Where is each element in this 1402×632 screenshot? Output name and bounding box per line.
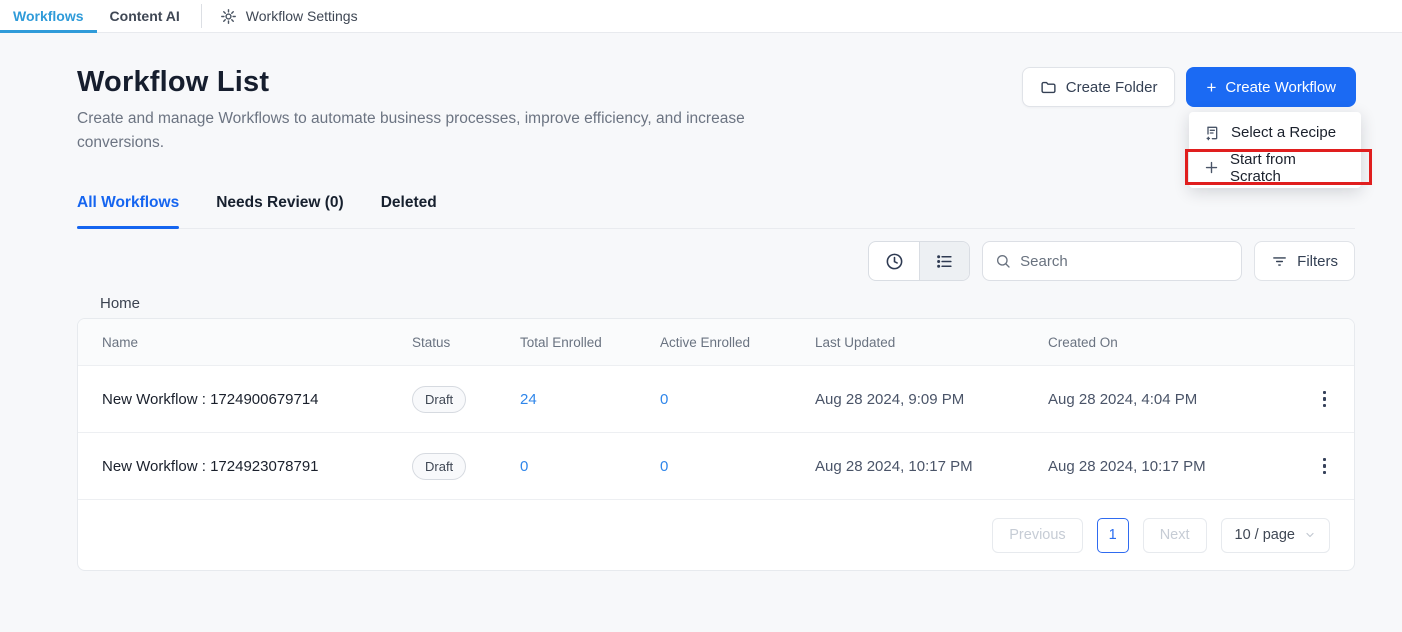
- chevron-down-icon: [1304, 529, 1316, 541]
- tab-needs-review[interactable]: Needs Review (0): [216, 194, 344, 228]
- create-workflow-button[interactable]: + Create Workflow: [1186, 67, 1356, 107]
- page-size-value: 10 / page: [1234, 527, 1295, 543]
- nav-tab-content-ai[interactable]: Content AI: [97, 0, 193, 32]
- search-input[interactable]: [1020, 252, 1230, 270]
- history-view-button[interactable]: [869, 242, 919, 280]
- workflow-name-link[interactable]: New Workflow : 1724923078791: [102, 457, 319, 475]
- search-box: [982, 241, 1243, 281]
- table-row: New Workflow : 1724900679714 Draft 24 0 …: [78, 365, 1354, 432]
- nav-tab-content-ai-label: Content AI: [109, 8, 180, 24]
- column-header-total-enrolled: Total Enrolled: [520, 334, 602, 350]
- menu-item-start-from-scratch[interactable]: Start from Scratch: [1185, 149, 1372, 185]
- list-view-button[interactable]: [919, 242, 970, 280]
- page-number-button[interactable]: 1: [1096, 517, 1129, 553]
- list-icon: [935, 252, 954, 271]
- tab-deleted[interactable]: Deleted: [381, 194, 437, 228]
- status-badge: Draft: [412, 452, 467, 480]
- menu-item-select-a-recipe-label: Select a Recipe: [1231, 124, 1337, 141]
- tab-deleted-label: Deleted: [380, 194, 437, 211]
- total-enrolled-link[interactable]: 24: [520, 390, 537, 408]
- folder-icon: [1040, 79, 1057, 96]
- header-actions: Create Folder + Create Workflow: [1021, 67, 1356, 107]
- column-header-last-updated: Last Updated: [815, 334, 896, 350]
- nav-divider: [200, 4, 202, 28]
- filters-button[interactable]: Filters: [1254, 241, 1355, 281]
- table-header-row: Name Status Total Enrolled Active Enroll…: [78, 319, 1354, 365]
- list-toolbar: Filters: [868, 241, 1355, 281]
- plus-icon: +: [1206, 77, 1217, 97]
- table-row: New Workflow : 1724923078791 Draft 0 0 A…: [78, 432, 1354, 499]
- tab-needs-review-label: Needs Review (0): [216, 194, 344, 211]
- row-actions-kebab-icon[interactable]: [1319, 387, 1331, 412]
- page-title: Workflow List: [77, 66, 270, 98]
- nav-workflow-settings-label: Workflow Settings: [245, 8, 358, 24]
- active-enrolled-link[interactable]: 0: [660, 390, 669, 408]
- next-page-button[interactable]: Next: [1142, 517, 1207, 553]
- page-size-select[interactable]: 10 / page: [1220, 517, 1330, 553]
- top-nav: Workflows Content AI Workflow Settings: [0, 0, 1402, 33]
- workflow-name-link[interactable]: New Workflow : 1724900679714: [102, 390, 319, 408]
- row-actions-kebab-icon[interactable]: [1319, 454, 1331, 479]
- column-header-created-on: Created On: [1048, 334, 1118, 350]
- column-header-active-enrolled: Active Enrolled: [660, 334, 751, 350]
- column-header-name: Name: [102, 334, 139, 350]
- create-folder-button[interactable]: Create Folder: [1021, 67, 1176, 107]
- clock-icon: [885, 252, 904, 271]
- view-toggle-group: [868, 241, 971, 281]
- tab-all-workflows[interactable]: All Workflows: [77, 194, 180, 229]
- created-on-value: Aug 28 2024, 4:04 PM: [1048, 390, 1198, 408]
- workflow-table: Name Status Total Enrolled Active Enroll…: [77, 318, 1355, 571]
- nav-tab-workflows-label: Workflows: [13, 8, 84, 24]
- gear-icon: [220, 8, 237, 25]
- created-on-value: Aug 28 2024, 10:17 PM: [1048, 457, 1206, 475]
- page-description: Create and manage Workflows to automate …: [77, 110, 745, 151]
- filter-lines-icon: [1271, 253, 1288, 270]
- create-workflow-menu: Select a Recipe Start from Scratch: [1185, 112, 1372, 188]
- menu-item-select-a-recipe[interactable]: Select a Recipe: [1189, 115, 1361, 150]
- previous-page-button[interactable]: Previous: [992, 517, 1083, 553]
- recipe-icon: [1204, 125, 1220, 141]
- column-header-status: Status: [412, 334, 451, 350]
- tab-all-workflows-label: All Workflows: [77, 194, 180, 211]
- create-folder-label: Create Folder: [1065, 78, 1158, 96]
- plus-icon: [1204, 160, 1219, 175]
- workflow-list-tabs: All Workflows Needs Review (0) Deleted: [77, 194, 1355, 229]
- nav-tab-workflows[interactable]: Workflows: [0, 0, 97, 33]
- filters-label: Filters: [1297, 252, 1338, 270]
- nav-workflow-settings[interactable]: Workflow Settings: [210, 0, 368, 32]
- status-badge: Draft: [412, 385, 467, 413]
- active-enrolled-link[interactable]: 0: [660, 457, 669, 475]
- search-icon: [995, 253, 1011, 269]
- breadcrumb[interactable]: Home: [100, 295, 141, 312]
- total-enrolled-link[interactable]: 0: [520, 457, 529, 475]
- last-updated-value: Aug 28 2024, 9:09 PM: [815, 390, 965, 408]
- create-workflow-label: Create Workflow: [1225, 78, 1336, 96]
- pagination: Previous 1 Next 10 / page: [78, 499, 1354, 570]
- last-updated-value: Aug 28 2024, 10:17 PM: [815, 457, 973, 475]
- menu-item-start-from-scratch-label: Start from Scratch: [1230, 150, 1296, 185]
